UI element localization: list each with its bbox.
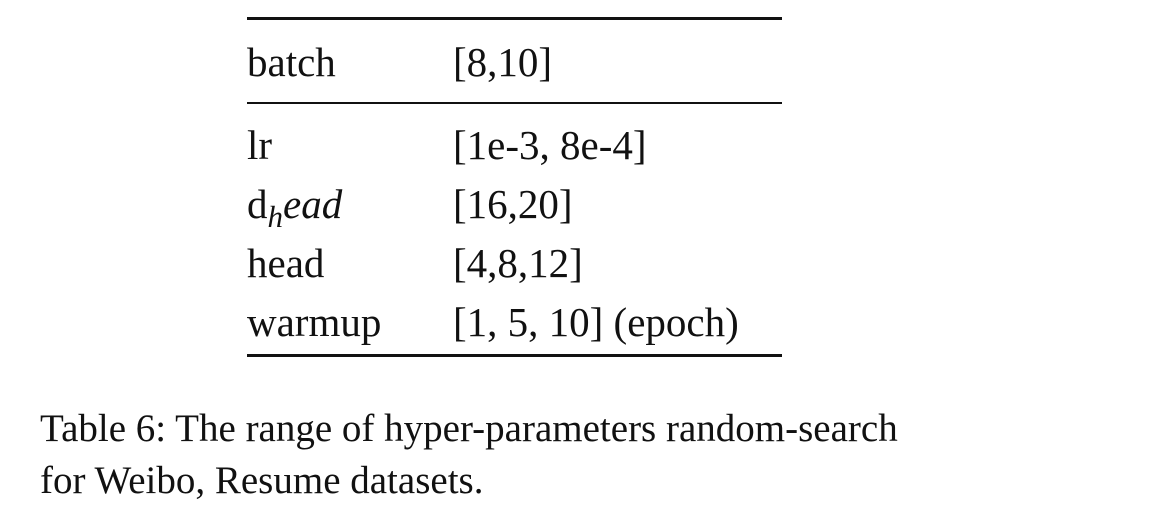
- table-row: dhead [16,20]: [247, 175, 782, 234]
- table-caption: Table 6: The range of hyper-parameters r…: [40, 403, 1140, 507]
- table-row: head [4,8,12]: [247, 234, 782, 293]
- table-body: lr [1e-3, 8e-4] dhead [16,20] head [4,8,…: [247, 104, 782, 354]
- param-subscript: h: [267, 199, 284, 234]
- caption-line-2: for Weibo, Resume datasets.: [40, 459, 484, 502]
- param-cell: head: [247, 240, 325, 286]
- header-param-cell: batch: [247, 39, 336, 85]
- hyperparameter-table: batch [8,10] lr [1e-3, 8e-4] dhead [16,2…: [247, 17, 782, 357]
- range-cell: [1, 5, 10] (epoch): [453, 299, 739, 345]
- table-row: warmup [1, 5, 10] (epoch): [247, 293, 782, 352]
- param-base: d: [247, 181, 268, 227]
- param-cell: dhead: [247, 175, 342, 237]
- table-mid-rule: [247, 102, 782, 104]
- table-row: lr [1e-3, 8e-4]: [247, 116, 782, 175]
- param-rest: ead: [283, 181, 343, 227]
- table-header-row: batch [8,10]: [247, 20, 782, 102]
- table-bottom-rule: [247, 354, 782, 357]
- caption-line-1: Table 6: The range of hyper-parameters r…: [40, 407, 898, 450]
- header-range-cell: [8,10]: [453, 39, 553, 85]
- range-cell: [4,8,12]: [453, 240, 583, 286]
- param-cell: lr: [247, 122, 273, 168]
- range-cell: [1e-3, 8e-4]: [453, 122, 647, 168]
- table-top-rule: [247, 17, 782, 20]
- range-cell: [16,20]: [453, 181, 573, 227]
- param-cell: warmup: [247, 299, 382, 345]
